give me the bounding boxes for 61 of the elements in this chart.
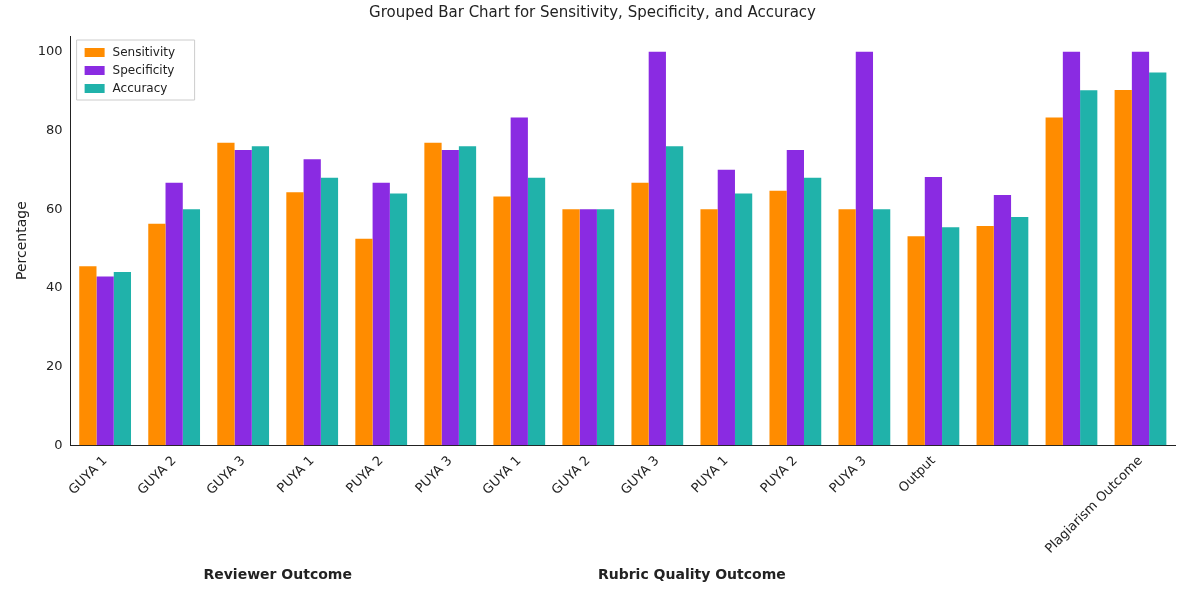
bar (838, 209, 856, 446)
bar (493, 196, 511, 446)
y-tick-label: 20 (46, 357, 63, 373)
bar (993, 194, 1012, 446)
bar (1045, 117, 1063, 446)
y-tick-label: 100 (37, 43, 63, 59)
bar (148, 223, 166, 446)
y-tick-label: 40 (46, 279, 63, 295)
text: Reviewer Outcome (203, 566, 352, 582)
y-tick-label: 80 (46, 121, 63, 137)
bar (648, 51, 666, 446)
bar (182, 209, 201, 446)
bar (942, 227, 960, 446)
bar (165, 182, 183, 446)
bar (786, 150, 804, 446)
y-tick-label: 0 (54, 436, 63, 452)
bar (769, 190, 787, 446)
bar (458, 146, 477, 446)
bar (924, 176, 943, 446)
chart-title: Grouped Bar Chart for Sensitivity, Specificity, and Accuracy (369, 2, 817, 21)
bar (596, 209, 615, 446)
bar (1149, 72, 1167, 446)
bar (286, 192, 304, 446)
bar (717, 169, 735, 446)
bar (79, 266, 97, 446)
bar (96, 276, 114, 446)
legend-label: Specificity (112, 63, 175, 78)
bar (389, 193, 408, 446)
text: Rubric Quality Outcome (597, 566, 786, 582)
bar (907, 236, 925, 446)
bar (976, 226, 994, 446)
bar (234, 150, 252, 446)
bar (579, 209, 597, 446)
y-axis-title: Percentage (13, 201, 30, 281)
bar (424, 142, 442, 446)
bar (217, 142, 235, 446)
bar (1131, 51, 1150, 446)
bar (113, 272, 132, 446)
bar (855, 51, 874, 446)
bar (320, 177, 339, 446)
bar (441, 150, 459, 446)
bar (1011, 217, 1029, 446)
bar (665, 146, 684, 446)
bar (700, 209, 718, 446)
bar (527, 177, 546, 446)
bar (372, 182, 390, 446)
bar (355, 238, 373, 446)
bar (303, 159, 321, 446)
bar (734, 193, 753, 446)
bar (873, 209, 891, 446)
bar (510, 117, 528, 446)
y-tick-label: 60 (46, 200, 63, 216)
bar (562, 209, 580, 446)
bar (804, 177, 822, 446)
bar (631, 182, 649, 446)
bar (1080, 90, 1098, 446)
bar (1062, 51, 1081, 446)
legend-label: Sensitivity (112, 45, 176, 60)
bar (1114, 89, 1132, 446)
legend-label: Accuracy (112, 81, 168, 96)
bar (251, 146, 270, 446)
